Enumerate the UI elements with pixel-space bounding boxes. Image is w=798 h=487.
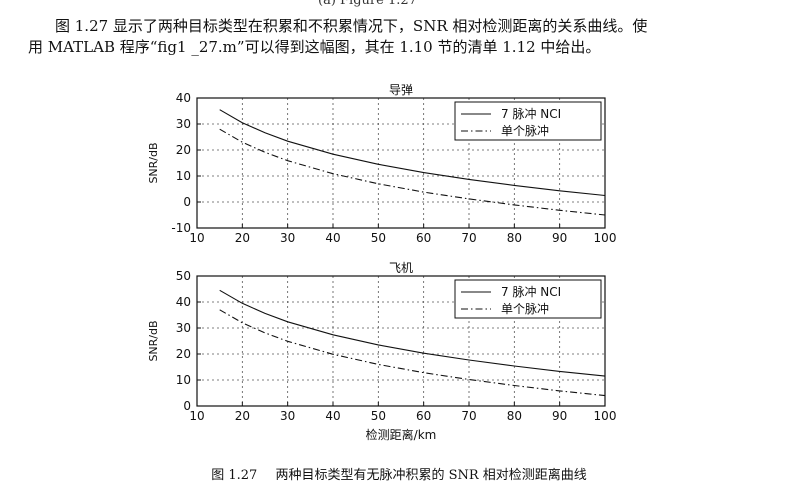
series-line-1 — [219, 289, 606, 377]
y-tick-label: 0 — [183, 399, 191, 413]
y-tick-label: 20 — [176, 347, 191, 361]
x-tick-label: 90 — [552, 231, 567, 245]
x-tick-label: 40 — [325, 231, 340, 245]
legend-label-2: 单个脉冲 — [501, 123, 549, 138]
x-tick-label: 80 — [507, 409, 522, 423]
chart-panel-2: 10 20 30 40 50 60 70 80 90 10001020304050飞机SNR/dB… — [147, 261, 616, 442]
legend: 7 脉冲 NCI 单个脉冲 — [454, 101, 602, 141]
series-line-1 — [219, 109, 606, 197]
plot-frame — [196, 275, 606, 407]
x-tick-label: 20 — [235, 409, 250, 423]
x-tick-label: 10 — [189, 409, 204, 423]
paragraph-line-2: 用 MATLAB 程序“fig1 _27.m”可以得到这幅图，其在 1.10 节… — [28, 38, 601, 56]
x-tick-label: 30 — [280, 409, 295, 423]
series-line-2 — [219, 128, 606, 216]
y-tick-label: 30 — [176, 117, 191, 131]
y-axis-label: SNR/dB — [147, 320, 160, 361]
chart-title: 飞机 — [389, 261, 413, 275]
y-tick-label: 30 — [176, 321, 191, 335]
legend-box — [454, 101, 602, 141]
caption-text: 两种目标类型有无脉冲积累的 SNR 相对检测距离曲线 — [275, 468, 587, 483]
y-tick-label: 50 — [176, 269, 191, 283]
x-tick-label: 70 — [461, 409, 476, 423]
legend-label-1: 7 脉冲 NCI — [501, 106, 561, 121]
y-tick-label: 20 — [176, 143, 191, 157]
paragraph-line-1: 图 1.27 显示了两种目标类型在积累和不积累情况下，SNR 相对检测距离的关系… — [55, 17, 648, 35]
x-tick-label: 10 — [189, 231, 204, 245]
y-tick-label: -10 — [171, 221, 191, 235]
x-axis-label: 检测距离/km — [366, 427, 437, 442]
y-tick-label: 40 — [176, 295, 191, 309]
chart-panel-1: 10 20 30 40 50 60 70 80 90 100 -10 0 10 20 30 40 导弹 SNR/d… — [147, 83, 616, 245]
x-tick-label: 100 — [594, 231, 617, 245]
legend: 7 脉冲 NCI 单个脉冲 — [454, 279, 602, 319]
legend-label-2: 单个脉冲 — [501, 301, 549, 316]
legend-label-1: 7 脉冲 NCI — [501, 284, 561, 299]
x-tick-label: 80 — [507, 231, 522, 245]
caption-number: 图 1.27 — [211, 468, 258, 483]
y-tick-label: 40 — [176, 91, 191, 105]
y-tick-label: 10 — [176, 169, 191, 183]
body-paragraph: 图 1.27 显示了两种目标类型在积累和不积累情况下，SNR 相对检测距离的关系… — [28, 16, 788, 58]
y-tick-label: 10 — [176, 373, 191, 387]
series-line-2 — [219, 309, 606, 397]
chart-title: 导弹 — [389, 83, 413, 97]
x-tick-label: 50 — [371, 231, 386, 245]
y-axis-label: SNR/dB — [147, 142, 160, 183]
x-tick-label: 20 — [235, 231, 250, 245]
x-tick-label: 30 — [280, 231, 295, 245]
x-tick-label: 60 — [416, 231, 431, 245]
figure-caption: 图 1.27 两种目标类型有无脉冲积累的 SNR 相对检测距离曲线 — [0, 464, 798, 483]
y-tick-label: 0 — [183, 195, 191, 209]
x-tick-label: 90 — [552, 409, 567, 423]
legend-box — [454, 279, 602, 319]
x-tick-label: 70 — [461, 231, 476, 245]
plot-frame — [196, 97, 606, 229]
x-tick-label: 40 — [325, 409, 340, 423]
x-tick-label: 50 — [371, 409, 386, 423]
top-cut-text: (a) Figure 1.27 — [318, 0, 417, 8]
x-tick-label: 100 — [594, 409, 617, 423]
x-tick-label: 60 — [416, 409, 431, 423]
